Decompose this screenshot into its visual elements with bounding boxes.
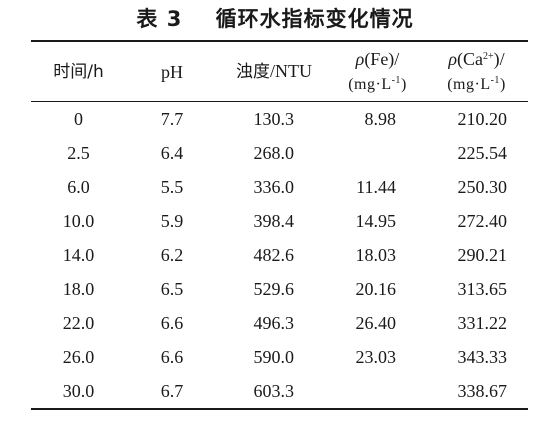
table-row: 30.0 6.7 603.3 338.67 <box>0 374 550 408</box>
header-ca-label-b: )/ <box>493 48 505 69</box>
header-fe: ρ(Fe)/ (mg·L-1) <box>330 42 425 101</box>
table-row: 2.5 6.4 268.0 225.54 <box>0 136 550 170</box>
cell-fe: 23.03 <box>355 347 397 367</box>
header-turbidity-label: 浊度 <box>236 62 270 82</box>
header-fe-close: ) <box>400 75 407 93</box>
top-rule <box>31 40 528 42</box>
cell-time: 6.0 <box>67 177 90 197</box>
cell-ph: 5.9 <box>160 211 184 231</box>
cell-turbidity: 590.0 <box>253 347 295 367</box>
cell-ca: 343.33 <box>457 347 508 367</box>
cell-ph: 6.6 <box>160 347 184 367</box>
header-fe-exp: -1 <box>391 74 401 86</box>
header-turbidity: 浊度/NTU <box>218 42 330 101</box>
cell-fe <box>330 374 396 408</box>
cell-ca: 338.67 <box>457 381 508 401</box>
cell-time: 10.0 <box>62 211 95 231</box>
cell-fe: 8.98 <box>364 109 397 129</box>
table-row: 10.0 5.9 398.4 14.95 272.40 <box>0 204 550 238</box>
header-fe-unit: (mg·L <box>348 75 392 93</box>
cell-ph: 6.6 <box>160 313 184 333</box>
cell-time: 26.0 <box>62 347 95 367</box>
table-row: 26.0 6.6 590.0 23.03 343.33 <box>0 340 550 374</box>
header-ca-sup: 2+ <box>483 50 494 62</box>
cell-turbidity: 268.0 <box>253 143 295 163</box>
cell-time: 0 <box>74 109 83 129</box>
cell-fe: 14.95 <box>355 211 397 231</box>
cell-ph: 6.5 <box>160 279 184 299</box>
cell-ca: 250.30 <box>457 177 508 197</box>
cell-turbidity: 398.4 <box>253 211 295 231</box>
cell-ca: 313.65 <box>457 279 508 299</box>
table-row: 22.0 6.6 496.3 26.40 331.22 <box>0 306 550 340</box>
header-ca-unit: (mg·L <box>447 75 491 93</box>
header-ca-rho: ρ <box>448 48 457 69</box>
bottom-rule <box>31 408 528 410</box>
cell-turbidity: 482.6 <box>253 245 295 265</box>
header-ca: ρ(Ca2+)/ (mg·L-1) <box>425 42 528 101</box>
cell-turbidity: 603.3 <box>253 381 295 401</box>
header-turbidity-unit: /NTU <box>270 61 312 81</box>
header-fe-rho: ρ <box>355 48 365 69</box>
cell-fe: 18.03 <box>355 245 397 265</box>
table-title: 表 3 循环水指标变化情况 <box>136 7 414 31</box>
cell-time: 2.5 <box>67 143 90 163</box>
cell-time: 22.0 <box>62 313 95 333</box>
cell-fe: 26.40 <box>355 313 397 333</box>
cell-time: 30.0 <box>62 381 95 401</box>
cell-ca: 331.22 <box>457 313 508 333</box>
table-row: 18.0 6.5 529.6 20.16 313.65 <box>0 272 550 306</box>
header-rule <box>31 101 528 102</box>
header-ca-exp: -1 <box>490 74 500 86</box>
cell-ca: 225.54 <box>457 143 508 163</box>
cell-ph: 5.5 <box>160 177 184 197</box>
cell-ph: 7.7 <box>160 109 184 129</box>
header-ca-label-a: (Ca <box>457 48 483 69</box>
cell-turbidity: 496.3 <box>253 313 295 333</box>
cell-ca: 210.20 <box>457 109 508 129</box>
cell-turbidity: 336.0 <box>253 177 295 197</box>
cell-time: 18.0 <box>62 279 95 299</box>
cell-fe: 11.44 <box>356 177 396 197</box>
cell-ph: 6.2 <box>160 245 184 265</box>
cell-fe: 20.16 <box>355 279 397 299</box>
header-ca-close: ) <box>499 75 506 93</box>
cell-turbidity: 529.6 <box>253 279 295 299</box>
header-time: 时间/h <box>31 42 126 101</box>
cell-ph: 6.7 <box>160 381 184 401</box>
cell-time: 14.0 <box>62 245 95 265</box>
cell-fe <box>330 136 396 170</box>
cell-ph: 6.4 <box>160 143 184 163</box>
table-row: 14.0 6.2 482.6 18.03 290.21 <box>0 238 550 272</box>
header-ph-label: pH <box>161 61 183 82</box>
table-row: 6.0 5.5 336.0 11.44 250.30 <box>0 170 550 204</box>
table-row: 0 7.7 130.3 8.98 210.20 <box>0 102 550 136</box>
cell-ca: 290.21 <box>457 245 508 265</box>
header-time-label: 时间/h <box>53 61 104 82</box>
header-ph: pH <box>126 42 218 101</box>
cell-ca: 272.40 <box>457 211 508 231</box>
cell-turbidity: 130.3 <box>253 109 295 129</box>
header-fe-label: (Fe)/ <box>364 48 400 69</box>
